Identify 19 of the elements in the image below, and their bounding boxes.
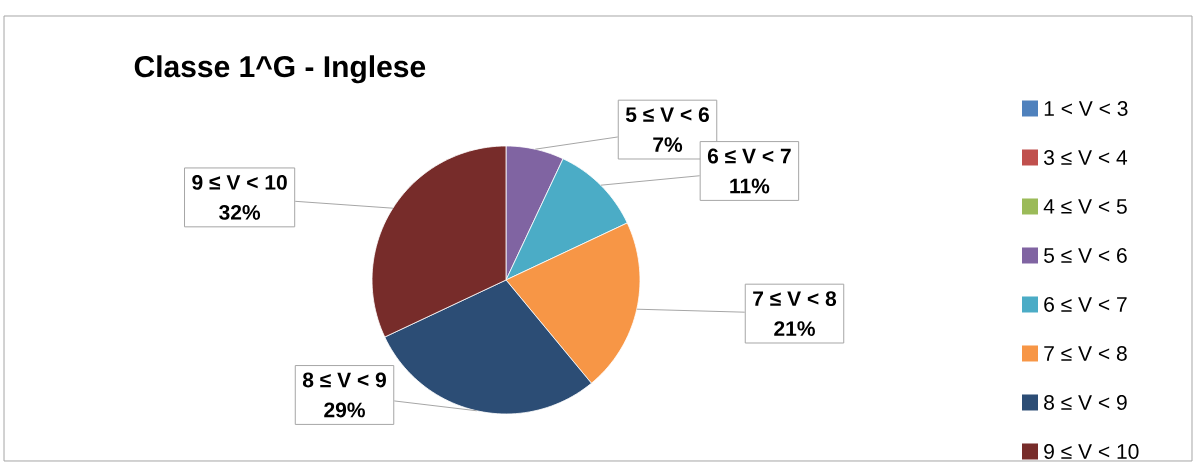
slice-label: 8 ≤ V < 9 <box>302 372 386 388</box>
data-label: 11% <box>730 178 770 194</box>
chart-title: Classe 1^G - Inglese <box>134 55 426 84</box>
slice-label: 5 ≤ V < 6 <box>625 107 709 123</box>
slice-label: 9 ≤ V < 10 <box>192 174 287 190</box>
data-label: 21% <box>774 321 815 336</box>
data-label: 32% <box>219 204 261 220</box>
legend-label: 6 ≤ V < 7 <box>1044 297 1127 312</box>
data-label: 29% <box>324 402 365 418</box>
legend-label: 5 ≤ V < 6 <box>1044 248 1127 263</box>
legend-label: 4 ≤ V < 5 <box>1043 199 1127 214</box>
slice-label: 7 ≤ V < 8 <box>753 291 837 307</box>
legend-label: 1 < V < 3 <box>1044 101 1128 116</box>
slice-label: 6 ≤ V < 7 <box>707 148 791 164</box>
legend-label: 3 ≤ V < 4 <box>1044 150 1128 165</box>
data-label: 7% <box>653 137 683 152</box>
legend-label: 7 ≤ V < 8 <box>1044 346 1127 361</box>
legend-label: 8 ≤ V < 9 <box>1044 395 1127 410</box>
legend-label: 9 ≤ V < 10 <box>1044 444 1139 459</box>
